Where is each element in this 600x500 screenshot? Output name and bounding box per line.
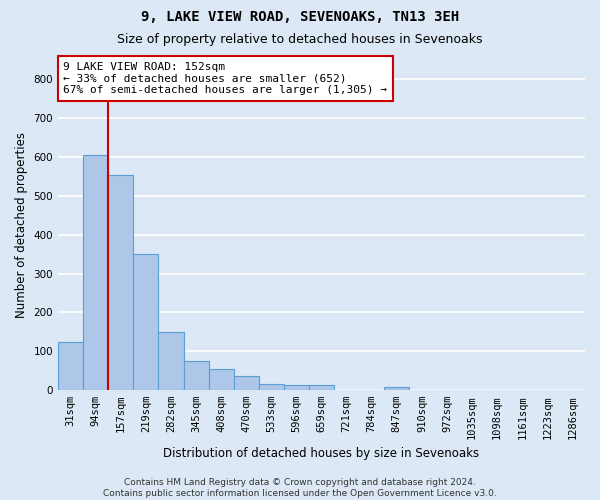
Bar [133, 254, 158, 390]
X-axis label: Distribution of detached houses by size in Sevenoaks: Distribution of detached houses by size … [163, 447, 479, 460]
Text: Contains HM Land Registry data © Crown copyright and database right 2024.
Contai: Contains HM Land Registry data © Crown c… [103, 478, 497, 498]
Y-axis label: Number of detached properties: Number of detached properties [15, 132, 28, 318]
Bar [58, 342, 83, 390]
Bar [384, 387, 409, 390]
Bar [209, 368, 233, 390]
Bar [158, 332, 184, 390]
Text: Size of property relative to detached houses in Sevenoaks: Size of property relative to detached ho… [117, 32, 483, 46]
Bar [184, 361, 209, 390]
Bar [259, 384, 284, 390]
Text: 9 LAKE VIEW ROAD: 152sqm
← 33% of detached houses are smaller (652)
67% of semi-: 9 LAKE VIEW ROAD: 152sqm ← 33% of detach… [64, 62, 388, 95]
Bar [309, 385, 334, 390]
Bar [108, 174, 133, 390]
Bar [233, 376, 259, 390]
Bar [83, 155, 108, 390]
Bar [284, 385, 309, 390]
Text: 9, LAKE VIEW ROAD, SEVENOAKS, TN13 3EH: 9, LAKE VIEW ROAD, SEVENOAKS, TN13 3EH [141, 10, 459, 24]
